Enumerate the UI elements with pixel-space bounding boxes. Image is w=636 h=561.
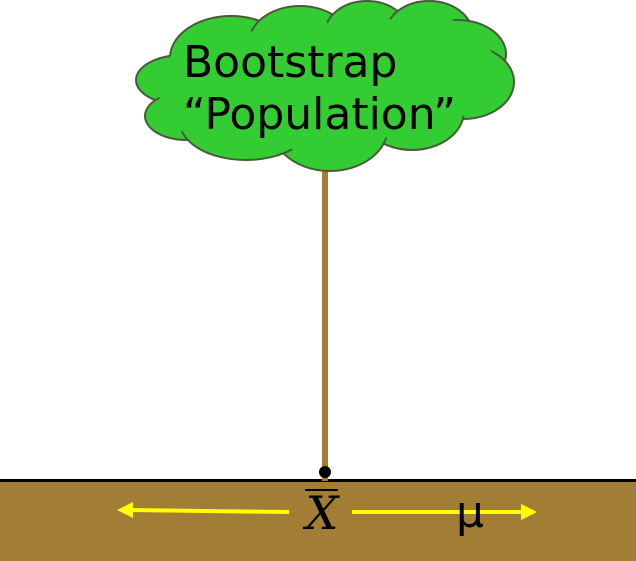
arrow-left-icon (117, 502, 290, 518)
cloud-title-line1: Bootstrap (183, 37, 397, 88)
x-bar-symbol: X (303, 486, 341, 540)
arrow-right-icon (352, 504, 537, 520)
cloud-crown (135, 0, 515, 172)
sample-mean-dot (319, 466, 331, 478)
ground-area (0, 481, 636, 561)
x-bar-letter: X (303, 486, 341, 540)
mu-symbol: μ (456, 487, 484, 538)
cloud-title-line2: “Population” (183, 89, 456, 140)
